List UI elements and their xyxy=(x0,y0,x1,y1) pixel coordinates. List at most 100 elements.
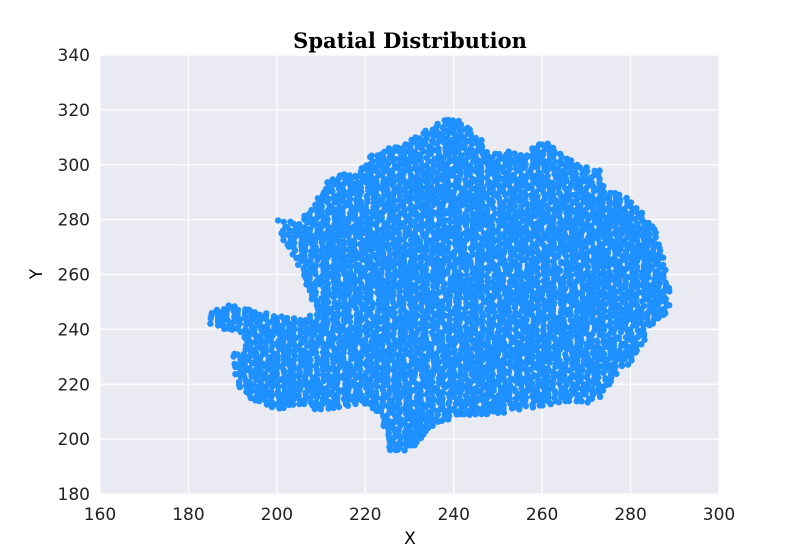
data-point xyxy=(449,117,457,124)
data-point xyxy=(488,329,495,337)
data-point xyxy=(576,164,584,171)
data-point xyxy=(528,337,535,344)
data-point xyxy=(444,135,451,142)
data-point xyxy=(524,371,531,378)
data-point xyxy=(467,309,475,317)
data-point xyxy=(560,279,567,286)
data-point xyxy=(445,142,452,149)
data-point xyxy=(444,196,451,203)
data-point xyxy=(334,371,341,378)
data-point xyxy=(339,186,347,193)
data-point xyxy=(395,389,403,396)
data-point xyxy=(394,144,402,151)
data-point xyxy=(417,320,424,327)
data-point xyxy=(516,262,523,269)
data-point xyxy=(411,148,418,155)
data-point xyxy=(399,175,407,182)
data-point xyxy=(236,316,244,323)
data-point xyxy=(411,302,419,310)
data-point xyxy=(290,341,298,348)
data-point xyxy=(506,395,513,402)
data-point xyxy=(414,172,421,180)
data-point xyxy=(638,209,646,216)
data-point xyxy=(340,371,348,379)
data-point xyxy=(363,192,370,200)
data-point xyxy=(478,137,485,144)
data-point xyxy=(583,164,590,171)
data-point xyxy=(622,312,629,320)
data-point xyxy=(246,365,253,372)
data-point xyxy=(490,357,497,364)
data-point xyxy=(411,399,419,406)
data-point xyxy=(500,402,507,409)
data-point xyxy=(435,145,442,152)
data-point xyxy=(617,258,624,265)
data-point xyxy=(524,262,531,269)
data-point xyxy=(576,203,584,210)
data-point xyxy=(612,223,619,230)
data-point xyxy=(429,378,436,386)
data-point xyxy=(323,347,330,355)
data-point xyxy=(434,120,441,128)
data-point xyxy=(488,258,495,265)
data-point xyxy=(263,310,270,317)
data-point xyxy=(345,306,352,313)
data-point xyxy=(549,144,557,152)
data-point xyxy=(383,279,391,286)
data-point xyxy=(330,344,337,351)
data-point xyxy=(572,220,579,228)
data-point xyxy=(472,241,479,248)
data-point xyxy=(362,203,369,211)
data-point xyxy=(396,439,403,447)
data-point xyxy=(488,196,495,203)
data-point xyxy=(627,343,635,351)
data-point xyxy=(251,309,258,316)
data-point xyxy=(324,371,332,379)
data-point xyxy=(284,224,291,231)
data-point xyxy=(296,378,303,385)
data-point xyxy=(633,234,640,241)
data-point xyxy=(291,347,298,355)
data-point xyxy=(324,285,332,292)
data-point xyxy=(256,371,264,379)
data-point xyxy=(461,371,469,379)
data-point xyxy=(383,316,391,323)
data-point xyxy=(582,299,590,306)
data-point xyxy=(522,365,530,372)
data-point xyxy=(556,275,563,283)
data-point xyxy=(574,190,581,197)
data-point xyxy=(555,189,563,196)
data-point xyxy=(242,326,249,333)
data-point xyxy=(543,384,551,391)
data-point xyxy=(434,162,441,169)
data-point xyxy=(344,224,352,231)
data-point xyxy=(589,227,597,234)
data-point xyxy=(489,244,497,251)
data-point xyxy=(325,364,332,371)
data-point xyxy=(457,214,465,221)
data-point xyxy=(492,210,499,217)
data-point xyxy=(561,340,568,348)
data-point xyxy=(602,375,609,382)
data-point xyxy=(297,316,304,324)
data-point xyxy=(356,371,364,378)
data-point xyxy=(411,378,418,386)
data-point xyxy=(451,248,458,255)
data-point xyxy=(596,167,603,174)
data-point xyxy=(416,135,423,142)
data-point xyxy=(423,285,430,293)
data-point xyxy=(356,327,363,334)
data-point xyxy=(446,398,453,406)
data-point xyxy=(366,237,374,245)
data-point xyxy=(280,218,287,226)
data-point xyxy=(643,279,650,286)
data-point xyxy=(624,361,632,368)
data-point xyxy=(334,319,341,327)
data-point xyxy=(521,189,528,197)
data-point xyxy=(280,375,287,382)
data-point xyxy=(524,207,531,214)
data-point xyxy=(367,172,374,179)
data-point xyxy=(433,296,440,303)
data-point xyxy=(234,306,242,314)
data-point xyxy=(499,282,507,289)
